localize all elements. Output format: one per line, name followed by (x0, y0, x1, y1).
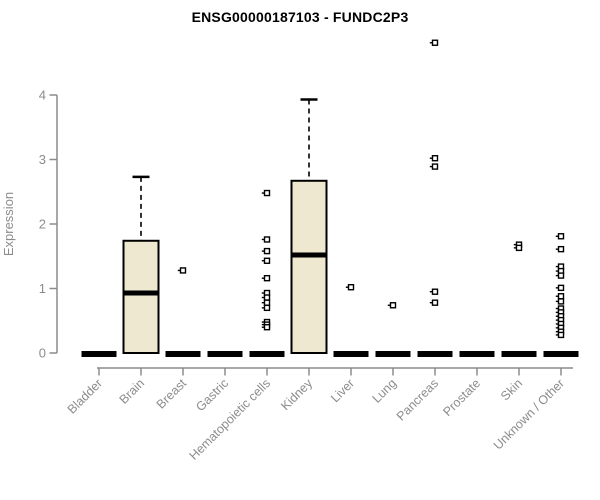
y-tick-label: 3 (39, 152, 46, 167)
collapsed-box (333, 351, 369, 357)
outlier-point (557, 293, 565, 300)
box (122, 239, 160, 355)
x-tick-label: Pancreas (394, 376, 441, 423)
box (290, 179, 328, 354)
y-tick-label: 1 (39, 281, 46, 296)
y-axis-title: Expression (1, 192, 16, 256)
outlier-point (263, 257, 271, 264)
outlier-point (557, 245, 565, 253)
x-tick-label: Hematopoietic cells (187, 376, 274, 463)
outlier-point (557, 298, 565, 305)
outlier-point (263, 274, 271, 282)
x-tick-label: Prostate (440, 376, 483, 419)
x-tick-label: Liver (328, 376, 357, 405)
outlier-point (263, 189, 271, 197)
x-tick-label: Gastric (193, 376, 231, 414)
chart-title: ENSG00000187103 - FUNDC2P3 (191, 9, 409, 25)
x-tick-label: Breast (154, 376, 190, 412)
outlier-point (263, 324, 271, 331)
x-tick-label: Kidney (278, 376, 315, 413)
collapsed-box (417, 351, 453, 357)
outlier-point (431, 288, 439, 295)
y-tick-label: 0 (39, 346, 46, 361)
outlier-point (557, 284, 565, 292)
outlier-point (263, 247, 271, 255)
outlier-point (389, 302, 397, 309)
x-tick-label: Lung (370, 376, 400, 406)
collapsed-box (543, 351, 579, 357)
outlier-point (431, 163, 439, 170)
outlier-point (431, 39, 439, 46)
outlier-point (263, 304, 271, 312)
outlier-point (557, 233, 565, 240)
outlier-point (263, 236, 271, 243)
y-tick-label: 4 (39, 88, 46, 103)
outlier-point (179, 267, 187, 274)
collapsed-box (249, 351, 285, 357)
x-tick-label: Unknown / Other (491, 376, 567, 452)
collapsed-box (459, 351, 495, 357)
collapsed-box (81, 351, 117, 357)
outlier-point (263, 294, 271, 301)
x-tick-label: Bladder (65, 376, 105, 416)
outlier-point (263, 299, 271, 306)
outlier-point (557, 331, 565, 339)
collapsed-box (501, 351, 537, 357)
y-tick-label: 2 (39, 217, 46, 232)
outlier-point (347, 284, 355, 291)
collapsed-box (375, 351, 411, 357)
collapsed-box (207, 351, 243, 357)
x-tick-label: Skin (498, 376, 525, 403)
outlier-point (515, 244, 523, 252)
x-tick-label: Brain (117, 376, 148, 407)
collapsed-box (165, 351, 201, 357)
outlier-point (557, 272, 565, 279)
outlier-point (431, 155, 439, 162)
outlier-point (431, 299, 439, 306)
